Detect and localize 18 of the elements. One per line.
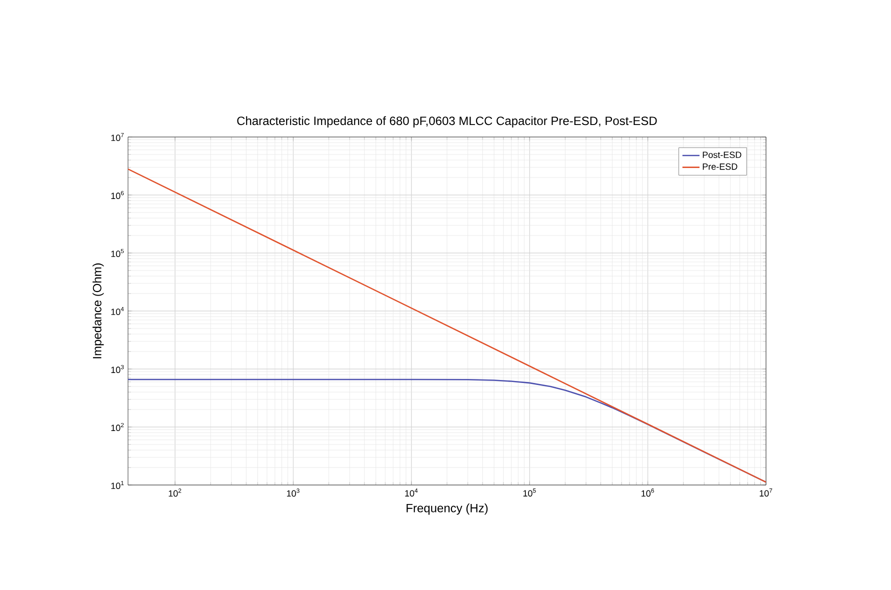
y-tick-label: 10$^{6}$ — [111, 190, 124, 200]
x-tick-label: 10$^{4}$ — [405, 488, 418, 497]
y-tick-label: 10$^{2}$ — [111, 422, 124, 432]
y-tick-label: 10$^{1}$ — [111, 480, 124, 490]
x-axis-title: Frequency (Hz) — [406, 504, 488, 515]
y-tick-label: 10$^{4}$ — [111, 306, 124, 316]
chart-title: Characteristic Impedance of 680 pF,0603 MLCC Capacitor Pre-ESD, Post-ESD — [237, 116, 657, 128]
x-tick-label: 10$^{3}$ — [287, 488, 300, 497]
y-tick-label: 10$^{5}$ — [111, 248, 124, 258]
y-tick-label: 10$^{7}$ — [111, 132, 124, 142]
x-tick-label: 10$^{5}$ — [523, 488, 536, 497]
x-tick-label: 10$^{7}$ — [760, 488, 772, 497]
x-tick-label: 10$^{6}$ — [642, 488, 654, 497]
legend-label: Post-ESD — [702, 152, 742, 158]
x-tick-label: 10$^{2}$ — [168, 488, 182, 497]
y-axis-title: Impedance (Ohm) — [92, 263, 104, 358]
legend-label: Pre-ESD — [702, 163, 738, 170]
y-tick-label: 10$^{3}$ — [111, 364, 124, 374]
